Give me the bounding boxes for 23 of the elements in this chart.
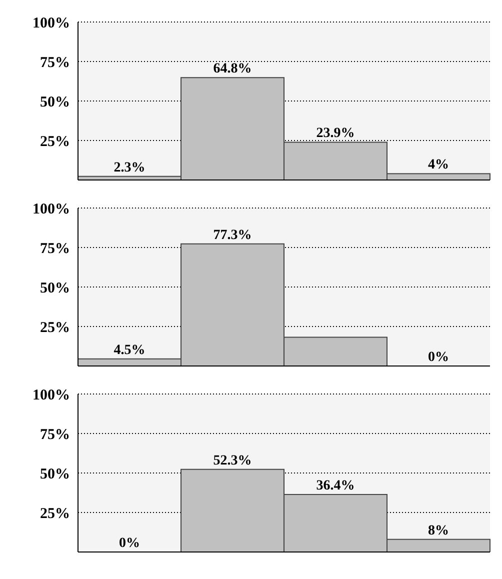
data-label: 36.4%: [316, 478, 355, 494]
y-tick-label: 100%: [32, 15, 70, 32]
data-label: 0%: [428, 350, 449, 365]
data-label: 52.3%: [213, 453, 252, 468]
data-label: 4.5%: [114, 342, 146, 358]
data-label: 2.3%: [114, 160, 146, 176]
data-label: 77.3%: [213, 228, 252, 243]
data-label: 23.9%: [316, 126, 355, 142]
data-label: 0%: [119, 536, 140, 551]
y-tick-label: 100%: [32, 387, 70, 404]
data-label: 8%: [428, 523, 449, 538]
data-label: 4%: [428, 158, 449, 173]
y-tick-label: 25%: [40, 134, 70, 150]
y-tick-label: 75%: [40, 426, 70, 443]
y-tick-label: 50%: [40, 280, 70, 296]
y-tick-label: 75%: [40, 240, 70, 257]
y-tick-label: 25%: [40, 506, 70, 522]
data-label: 64.8%: [213, 62, 252, 77]
y-tick-label: 75%: [40, 54, 70, 71]
y-tick-label: 50%: [40, 94, 70, 110]
y-tick-label: 50%: [40, 466, 70, 482]
y-tick-label: 100%: [32, 201, 70, 218]
y-tick-label: 25%: [40, 320, 70, 336]
